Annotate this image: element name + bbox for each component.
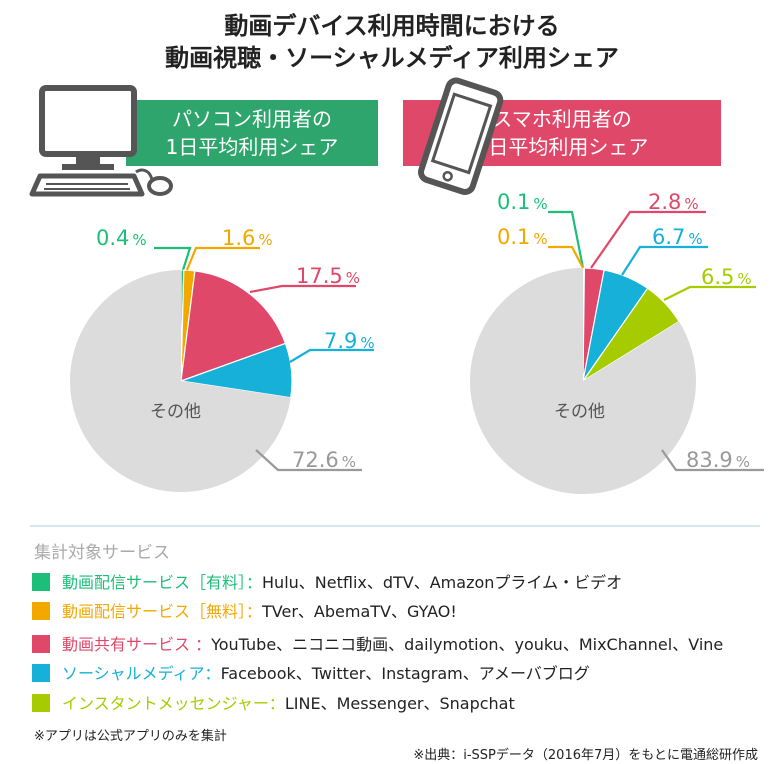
legend-category-social: ソーシャルメディア： bbox=[62, 664, 221, 683]
charts-canvas: 0.4% 1.6 % 17.5 % 7.9 % 72.6 % その他 0.1 % 0.1 % 2.8 % 6.… bbox=[29, 77, 764, 494]
pc-value-label-paid: 0.4% bbox=[96, 226, 147, 250]
pc-banner-line-2: 1日平均利用シェア bbox=[165, 135, 339, 159]
legend-swatch-messenger bbox=[32, 694, 50, 712]
sp-leader-line-other bbox=[661, 449, 764, 472]
legend-items-social: Facebook、Twitter、Instagram、アメーバブログ bbox=[220, 664, 590, 683]
pc-value-label-other: 72.6% bbox=[292, 448, 356, 472]
pc-leader-line-share bbox=[249, 284, 356, 294]
services-heading: 集計対象サービス bbox=[34, 543, 170, 563]
sp-banner-line-2: 1日平均利用シェア bbox=[475, 135, 649, 159]
legend-row-paid: 動画配信サービス［有料］：Hulu、Netflix、dTV、Amazonプライム… bbox=[32, 571, 622, 595]
sp-leader-line-messenger bbox=[663, 285, 756, 301]
legend-category-messenger: インスタントメッセンジャー： bbox=[62, 694, 285, 713]
sp-value-label-paid: 0.1% bbox=[497, 190, 548, 214]
legend-category-paid: 動画配信サービス［有料］： bbox=[62, 573, 263, 592]
sp-value-label-free: 0.1% bbox=[497, 225, 548, 249]
pc-value-label-share: 17.5% bbox=[296, 264, 360, 288]
pc-leader-line-other bbox=[255, 449, 362, 472]
smartphone-icon bbox=[417, 77, 504, 195]
legend-category-free: 動画配信サービス［無料］： bbox=[62, 602, 263, 621]
pc-slice-share bbox=[180, 270, 287, 382]
pc-banner-line-1: パソコン利用者の bbox=[172, 107, 332, 131]
chart-title-line-2: 動画視聴・ソーシャルメディア利用シェア bbox=[165, 44, 619, 72]
legend-swatch-share bbox=[32, 635, 50, 653]
pc-banner: パソコン利用者の 1日平均利用シェア bbox=[126, 100, 378, 166]
legend-category-share: 動画共有サービス ： bbox=[62, 635, 212, 654]
sp-slice-messenger bbox=[582, 287, 680, 382]
legend-swatch-social bbox=[32, 664, 50, 682]
pc-slice-social bbox=[180, 342, 293, 399]
sp-leader-line-paid bbox=[548, 210, 585, 269]
note: ※アプリは公式アプリのみを集計 bbox=[34, 729, 227, 744]
legend-row-share: 動画共有サービス ：YouTube、ニコニコ動画、dailymotion、you… bbox=[32, 633, 723, 657]
pc-pie-chart: 0.4% 1.6 % 17.5 % 7.9 % 72.6 % その他 bbox=[70, 226, 375, 492]
sp-value-label-messenger: 6.5% bbox=[701, 265, 752, 289]
pc-leader-line-social bbox=[289, 348, 374, 363]
source: ※出典：i-SSPデータ（2016年7月）をもとに電通総研作成 bbox=[413, 748, 758, 763]
pc-leader-line-free bbox=[185, 246, 260, 271]
legend-items-free: TVer、AbemaTV、GYAO! bbox=[262, 602, 457, 621]
pc-slice-other bbox=[70, 270, 291, 492]
legend-items-messenger: LINE、Messenger、Snapchat bbox=[284, 694, 515, 713]
pc-leader-line-paid bbox=[154, 246, 192, 271]
pc-other-label: その他 bbox=[150, 402, 201, 422]
sp-value-label-other: 83.9% bbox=[686, 448, 750, 472]
legend-row-social: ソーシャルメディア：Facebook、Twitter、Instagram、アメー… bbox=[32, 662, 590, 686]
sp-slice-other bbox=[469, 268, 696, 494]
legend-row-free: 動画配信サービス［無料］：TVer、AbemaTV、GYAO! bbox=[32, 600, 457, 624]
sp-leader-line-share bbox=[590, 210, 706, 269]
legend-row-messenger: インスタントメッセンジャー：LINE、Messenger、Snapchat bbox=[32, 692, 515, 716]
legend-swatch-paid bbox=[32, 573, 50, 591]
sp-value-label-social: 6.7% bbox=[652, 225, 703, 249]
pc-value-label-social: 7.9% bbox=[324, 329, 375, 353]
sp-leader-line-social bbox=[621, 245, 708, 276]
sp-other-label: その他 bbox=[554, 402, 605, 422]
legend-swatch-free bbox=[32, 602, 50, 620]
desktop-computer-icon bbox=[29, 85, 173, 197]
pc-value-label-free: 1.6% bbox=[222, 226, 273, 250]
legend-items-share: YouTube、ニコニコ動画、dailymotion、youku、MixChan… bbox=[211, 635, 724, 654]
smartphone-pie-chart: 0.1 % 0.1 % 2.8 % 6.7 % 6.5 % 83.9 % その他 bbox=[469, 190, 764, 494]
sp-value-label-share: 2.8% bbox=[648, 190, 699, 214]
sp-banner-line-1: スマホ利用者の bbox=[492, 107, 632, 131]
legend-items-paid: Hulu、Netflix、dTV、Amazonプライム・ビデオ bbox=[262, 573, 623, 592]
divider bbox=[30, 525, 760, 527]
sp-leader-line-free bbox=[548, 245, 584, 269]
chart-title-line-1: 動画デバイス利用時間における bbox=[224, 12, 560, 40]
